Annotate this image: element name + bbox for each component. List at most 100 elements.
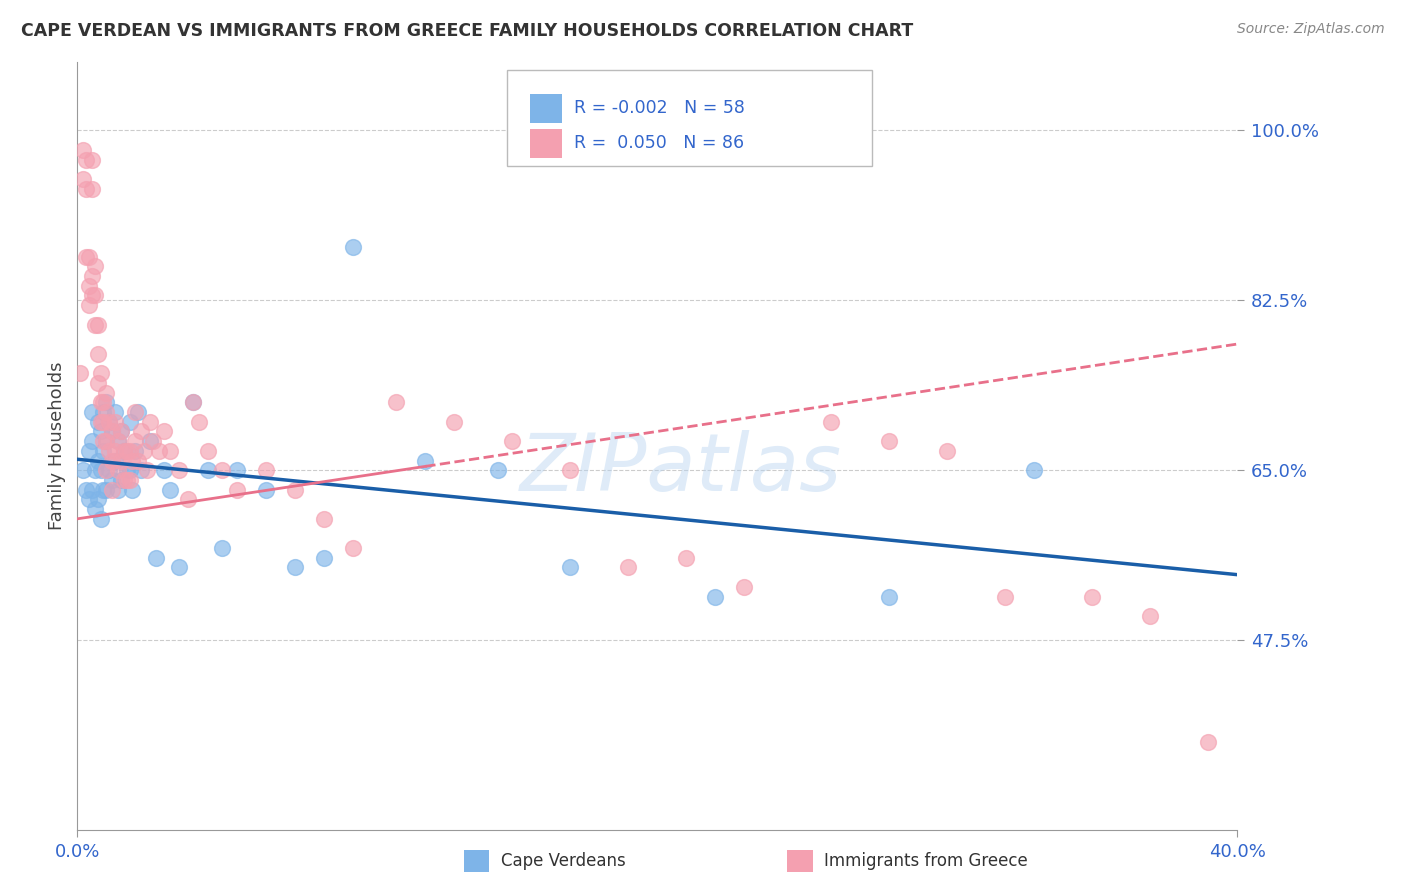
Point [93, 483, 115, 497]
Point [69, 366, 91, 380]
Point [75, 250, 97, 264]
Text: Source: ZipAtlas.com: Source: ZipAtlas.com [1237, 22, 1385, 37]
Point [115, 443, 138, 458]
Point [1139, 609, 1161, 624]
Point [107, 434, 129, 449]
Point [121, 483, 143, 497]
Point [101, 483, 124, 497]
Point [98, 443, 121, 458]
Point [90, 395, 111, 409]
Point [225, 483, 247, 497]
Point [96, 483, 118, 497]
Y-axis label: Family Households: Family Households [48, 362, 66, 530]
Point [312, 550, 335, 565]
Text: R =  0.050   N = 86: R = 0.050 N = 86 [574, 134, 744, 152]
Point [145, 550, 167, 565]
Point [443, 415, 465, 429]
Point [80, 405, 103, 419]
Point [877, 590, 901, 604]
Point [86, 318, 108, 332]
FancyBboxPatch shape [530, 129, 562, 159]
Point [83, 463, 105, 477]
Point [148, 443, 170, 458]
Point [80, 153, 103, 167]
Point [153, 425, 176, 439]
Point [167, 463, 190, 477]
Text: ZIPatlas: ZIPatlas [519, 430, 842, 508]
Point [101, 425, 124, 439]
Point [101, 453, 124, 467]
Point [1081, 590, 1104, 604]
Point [77, 298, 100, 312]
Point [110, 425, 132, 439]
Point [90, 463, 111, 477]
Point [129, 425, 152, 439]
Point [93, 395, 115, 409]
Point [129, 463, 152, 477]
Point [127, 405, 149, 419]
Point [139, 434, 162, 449]
Point [560, 560, 582, 574]
Point [83, 288, 105, 302]
Point [86, 376, 108, 390]
Point [90, 415, 111, 429]
Point [675, 550, 697, 565]
Point [72, 143, 94, 157]
Point [132, 443, 155, 458]
Point [98, 415, 121, 429]
Point [188, 415, 211, 429]
Point [118, 463, 141, 477]
Point [110, 473, 132, 487]
Point [77, 250, 100, 264]
Point [77, 278, 100, 293]
Point [112, 443, 135, 458]
Point [118, 415, 141, 429]
Point [312, 512, 335, 526]
Point [1197, 735, 1219, 749]
Point [733, 580, 755, 594]
Point [77, 443, 100, 458]
Point [72, 463, 94, 477]
Point [86, 347, 108, 361]
Point [124, 434, 146, 449]
Point [77, 492, 100, 507]
Point [110, 453, 132, 467]
Point [80, 268, 103, 283]
Point [284, 483, 307, 497]
Point [118, 473, 141, 487]
Text: CAPE VERDEAN VS IMMIGRANTS FROM GREECE FAMILY HOUSEHOLDS CORRELATION CHART: CAPE VERDEAN VS IMMIGRANTS FROM GREECE F… [21, 22, 914, 40]
Point [86, 492, 108, 507]
Point [115, 463, 138, 477]
Point [877, 434, 901, 449]
Point [83, 318, 105, 332]
Point [159, 483, 181, 497]
Point [83, 260, 105, 274]
Point [936, 443, 959, 458]
FancyBboxPatch shape [530, 94, 562, 123]
Point [139, 415, 162, 429]
Point [93, 434, 115, 449]
Point [617, 560, 640, 574]
Point [385, 395, 408, 409]
Point [107, 483, 129, 497]
Point [96, 395, 118, 409]
Text: Cape Verdeans: Cape Verdeans [501, 852, 626, 871]
Point [211, 541, 233, 555]
Point [83, 502, 105, 516]
Text: R = -0.002   N = 58: R = -0.002 N = 58 [574, 99, 745, 117]
Point [501, 434, 523, 449]
Point [176, 492, 198, 507]
Point [183, 395, 205, 409]
Point [183, 395, 205, 409]
Point [75, 153, 97, 167]
Point [104, 405, 127, 419]
Point [86, 453, 108, 467]
Point [820, 415, 842, 429]
Point [104, 453, 127, 467]
Point [107, 434, 129, 449]
Point [121, 453, 143, 467]
Point [118, 443, 141, 458]
Point [704, 590, 727, 604]
Point [98, 415, 121, 429]
Text: Immigrants from Greece: Immigrants from Greece [824, 852, 1028, 871]
